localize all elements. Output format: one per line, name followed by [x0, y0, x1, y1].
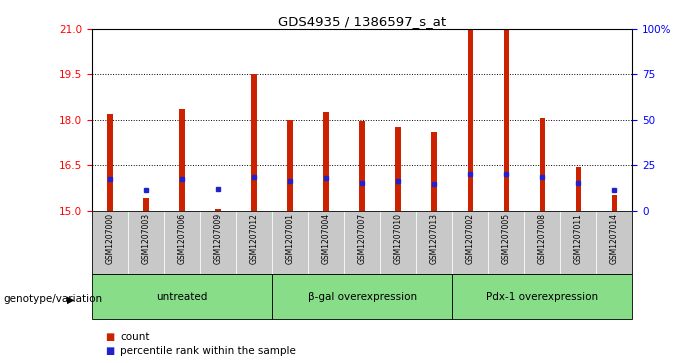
Bar [432, 132, 437, 211]
Bar [344, 29, 380, 211]
Bar [560, 211, 596, 274]
Bar [236, 211, 272, 274]
Bar [200, 29, 236, 211]
Bar [92, 274, 272, 319]
Bar [164, 211, 200, 274]
Text: ▶: ▶ [67, 294, 74, 305]
Bar [488, 29, 524, 211]
Bar [180, 109, 184, 211]
Bar [272, 29, 308, 211]
Bar [540, 118, 545, 211]
Text: GSM1207012: GSM1207012 [250, 213, 258, 264]
Text: GSM1207001: GSM1207001 [286, 213, 294, 264]
Bar [452, 211, 488, 274]
Text: percentile rank within the sample: percentile rank within the sample [120, 346, 296, 356]
Text: GSM1207014: GSM1207014 [610, 213, 619, 264]
Title: GDS4935 / 1386597_s_at: GDS4935 / 1386597_s_at [278, 15, 446, 28]
Bar [252, 74, 256, 211]
Bar [396, 127, 401, 211]
Bar [524, 211, 560, 274]
Text: GSM1207004: GSM1207004 [322, 213, 330, 264]
Text: GSM1207007: GSM1207007 [358, 213, 367, 264]
Bar [92, 211, 128, 274]
Text: GSM1207000: GSM1207000 [105, 213, 114, 264]
Bar [488, 211, 524, 274]
Bar [416, 29, 452, 211]
Text: untreated: untreated [156, 292, 207, 302]
Text: β-gal overexpression: β-gal overexpression [307, 292, 417, 302]
Bar [416, 211, 452, 274]
Bar [380, 29, 416, 211]
Text: GSM1207011: GSM1207011 [574, 213, 583, 264]
Text: GSM1207002: GSM1207002 [466, 213, 475, 264]
Text: GSM1207003: GSM1207003 [141, 213, 150, 264]
Bar [324, 112, 328, 211]
Bar [468, 29, 473, 211]
Bar [200, 211, 236, 274]
Text: GSM1207008: GSM1207008 [538, 213, 547, 264]
Text: GSM1207006: GSM1207006 [177, 213, 186, 264]
Bar [236, 29, 272, 211]
Bar [576, 167, 581, 211]
Text: Pdx-1 overexpression: Pdx-1 overexpression [486, 292, 598, 302]
Text: GSM1207013: GSM1207013 [430, 213, 439, 264]
Text: genotype/variation: genotype/variation [3, 294, 103, 305]
Bar [344, 211, 380, 274]
Bar [288, 120, 292, 211]
Bar [164, 29, 200, 211]
Bar [360, 121, 364, 211]
Bar [128, 29, 164, 211]
Bar [452, 274, 632, 319]
Bar [524, 29, 560, 211]
Bar [596, 29, 632, 211]
Bar [452, 29, 488, 211]
Bar [596, 211, 632, 274]
Bar [128, 211, 164, 274]
Bar [107, 114, 112, 211]
Bar [380, 211, 416, 274]
Text: count: count [120, 332, 150, 342]
Text: GSM1207005: GSM1207005 [502, 213, 511, 264]
Bar [272, 211, 308, 274]
Bar [216, 209, 220, 211]
Text: ■: ■ [105, 346, 115, 356]
Bar [272, 274, 452, 319]
Bar [308, 211, 344, 274]
Bar [612, 195, 617, 211]
Bar [560, 29, 596, 211]
Bar [504, 29, 509, 211]
Text: GSM1207010: GSM1207010 [394, 213, 403, 264]
Bar [143, 199, 148, 211]
Bar [308, 29, 344, 211]
Text: GSM1207009: GSM1207009 [214, 213, 222, 264]
Bar [92, 29, 128, 211]
Text: ■: ■ [105, 332, 115, 342]
